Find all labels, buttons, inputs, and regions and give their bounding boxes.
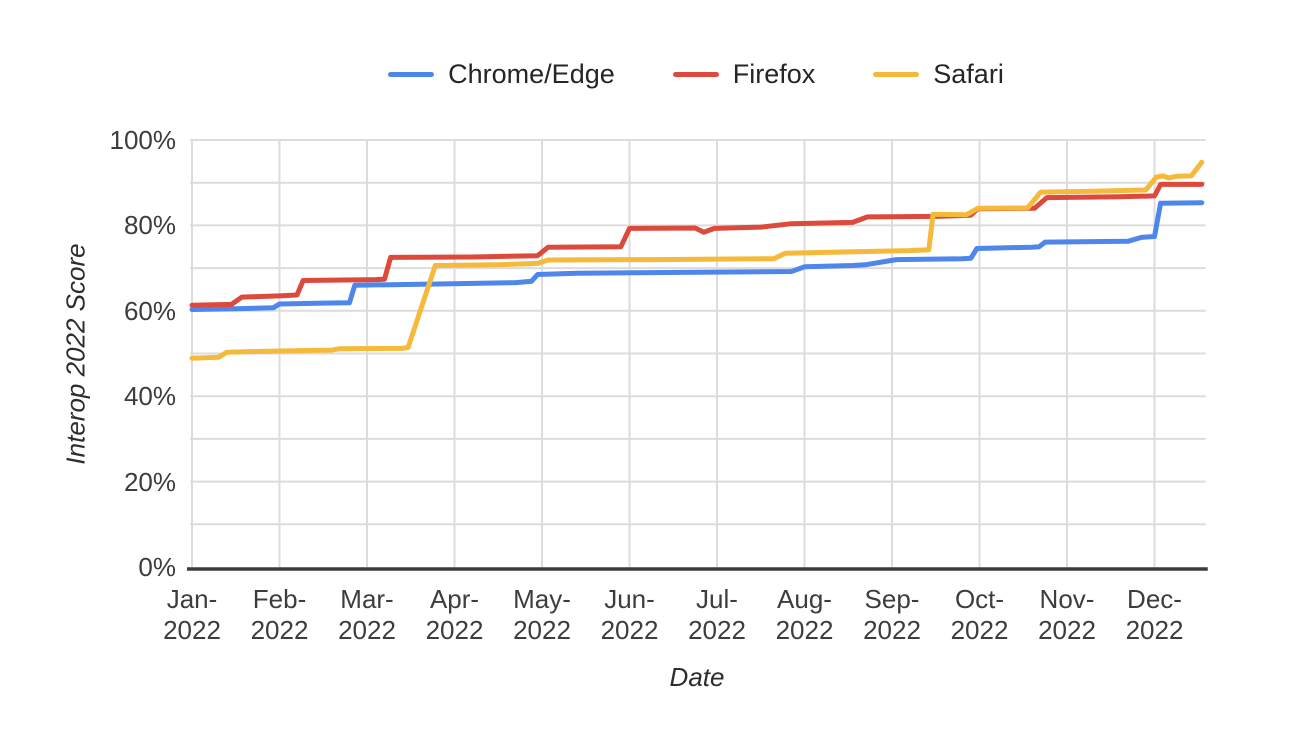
x-tick-label-oct: Oct- 2022 xyxy=(950,584,1009,645)
y-tick-label-0: 0% xyxy=(138,552,176,582)
legend-label: Firefox xyxy=(732,58,816,89)
x-tick-label-may: May- 2022 xyxy=(513,584,571,645)
legend-label: Safari xyxy=(933,58,1004,89)
legend-line-swatch xyxy=(388,71,435,77)
y-tick-label-40: 40% xyxy=(123,381,176,412)
x-tick-label-mar: Mar- 2022 xyxy=(338,584,396,645)
legend-item-firefox[interactable]: Firefox xyxy=(672,58,816,89)
x-tick-label-nov: Nov- 2022 xyxy=(1038,584,1096,645)
x-tick-label-jun: Jun- 2022 xyxy=(600,584,659,645)
x-tick-label-aug: Aug- 2022 xyxy=(775,584,834,645)
y-tick-label-100: 100% xyxy=(109,125,177,155)
y-tick-label-80: 80% xyxy=(123,210,176,241)
x-tick-label-dec: Dec- 2022 xyxy=(1125,584,1184,645)
x-tick-label-jan: Jan- 2022 xyxy=(163,584,221,645)
x-tick-label-feb: Feb- 2022 xyxy=(250,584,309,645)
legend-line-swatch xyxy=(873,71,920,77)
chart-legend: Chrome/Edge Firefox Safari xyxy=(190,57,1202,91)
legend-label: Chrome/Edge xyxy=(448,58,615,89)
y-axis-title: Interop 2022 Score xyxy=(60,243,91,465)
x-tick-label-sep: Sep- 2022 xyxy=(863,584,921,645)
legend-item-safari[interactable]: Safari xyxy=(873,58,1004,89)
x-axis-title: Date xyxy=(669,662,725,692)
series-line-chrome-edge xyxy=(189,200,1205,312)
legend-item-chrome-edge[interactable]: Chrome/Edge xyxy=(388,58,615,89)
x-tick-label-jul: Jul- 2022 xyxy=(688,584,746,645)
y-tick-label-20: 20% xyxy=(123,466,176,497)
legend-line-swatch xyxy=(672,71,719,77)
series-line-firefox xyxy=(189,181,1205,308)
x-tick-label-apr: Apr- 2022 xyxy=(425,584,484,645)
y-tick-label-60: 60% xyxy=(123,295,176,326)
series-line-safari xyxy=(189,159,1205,361)
